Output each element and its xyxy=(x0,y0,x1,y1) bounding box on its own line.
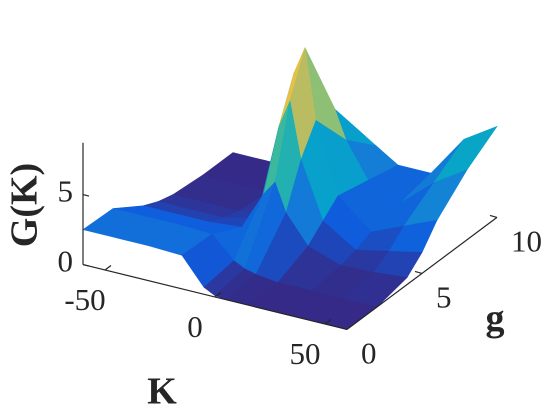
x-tick xyxy=(324,319,332,325)
surface-patch xyxy=(433,125,498,184)
x-axis-label: K xyxy=(147,371,177,413)
surface xyxy=(82,47,498,330)
z-tick-label: 0 xyxy=(58,244,74,279)
y-tick-label: 10 xyxy=(511,224,542,259)
z-tick-label: 5 xyxy=(58,174,74,209)
y-axis-label: g xyxy=(486,298,505,340)
y-tick xyxy=(339,326,348,330)
x-tick-label: 0 xyxy=(187,309,203,344)
x-tick xyxy=(104,265,112,271)
x-tick-label: 50 xyxy=(290,336,321,371)
z-axis-label: G(K) xyxy=(4,163,46,247)
y-tick-label: 5 xyxy=(436,280,452,315)
y-tick xyxy=(489,214,498,218)
y-tick-label: 0 xyxy=(361,336,377,371)
x-tick xyxy=(214,292,222,298)
x-tick-label: -50 xyxy=(64,282,105,317)
z-tick xyxy=(82,194,90,197)
y-tick xyxy=(414,270,423,274)
z-tick xyxy=(82,264,90,267)
